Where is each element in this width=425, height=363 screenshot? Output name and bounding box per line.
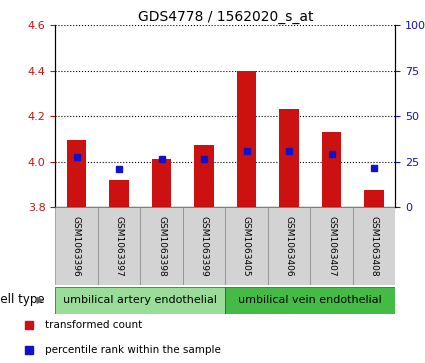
- Bar: [55, 207, 98, 285]
- Text: GSM1063399: GSM1063399: [199, 216, 209, 276]
- Bar: [364, 190, 383, 207]
- Bar: [183, 207, 225, 285]
- Text: umbilical vein endothelial: umbilical vein endothelial: [238, 295, 382, 305]
- Text: cell type: cell type: [0, 293, 45, 306]
- Text: GSM1063405: GSM1063405: [242, 216, 251, 276]
- Bar: [55, 287, 225, 314]
- Bar: [152, 159, 171, 207]
- Text: GSM1063406: GSM1063406: [284, 216, 294, 276]
- Bar: [67, 140, 86, 207]
- Bar: [268, 207, 310, 285]
- Bar: [98, 207, 140, 285]
- Bar: [353, 207, 395, 285]
- Title: GDS4778 / 1562020_s_at: GDS4778 / 1562020_s_at: [138, 11, 313, 24]
- Text: percentile rank within the sample: percentile rank within the sample: [45, 345, 221, 355]
- Bar: [237, 71, 256, 207]
- Text: transformed count: transformed count: [45, 321, 142, 330]
- Text: GSM1063408: GSM1063408: [369, 216, 379, 276]
- Bar: [310, 207, 353, 285]
- Bar: [140, 207, 183, 285]
- Bar: [109, 180, 128, 207]
- Text: GSM1063396: GSM1063396: [72, 216, 81, 276]
- Text: GSM1063398: GSM1063398: [157, 216, 166, 276]
- Text: GSM1063397: GSM1063397: [114, 216, 124, 276]
- Text: GSM1063407: GSM1063407: [327, 216, 336, 276]
- Bar: [225, 287, 395, 314]
- Text: umbilical artery endothelial: umbilical artery endothelial: [63, 295, 217, 305]
- Bar: [280, 109, 298, 207]
- Bar: [225, 207, 268, 285]
- Bar: [194, 144, 213, 207]
- Bar: [322, 132, 341, 207]
